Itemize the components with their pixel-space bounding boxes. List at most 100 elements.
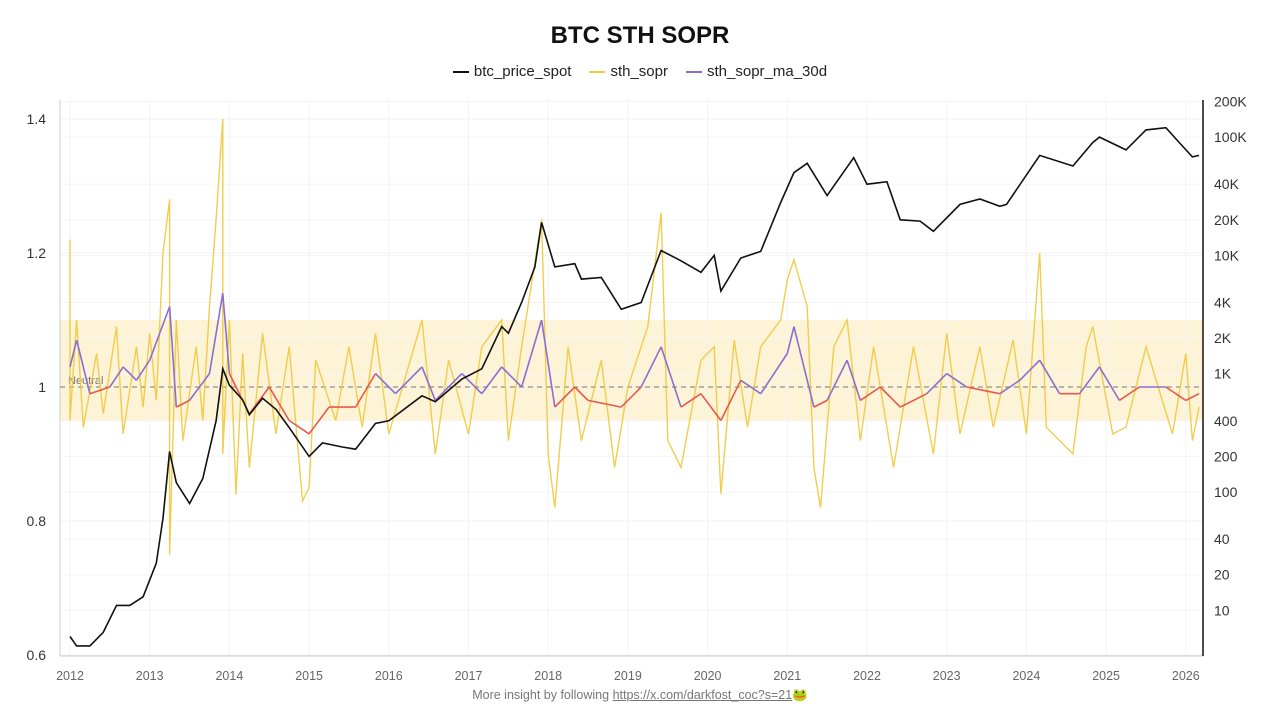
legend-label: btc_price_spot — [473, 63, 572, 80]
x-tick-label: 2013 — [136, 669, 164, 683]
footer: More insight by following https://x.com/… — [0, 688, 1280, 703]
series-sth-sopr-ma-30d-segment — [75, 339, 91, 394]
legend-label: sth_sopr — [610, 63, 668, 80]
right-tick-label: 400 — [1214, 413, 1238, 429]
series-sth-sopr-ma-30d-segment — [700, 393, 722, 421]
series-sth-sopr-ma-30d-segment — [740, 379, 762, 395]
x-tick-label: 2025 — [1092, 669, 1120, 683]
left-tick-label: 1.4 — [27, 111, 47, 127]
series-sth-sopr-ma-30d-segment — [1019, 359, 1041, 381]
series-sth-sopr-ma-30d-segment — [859, 386, 881, 402]
series-sth-sopr-ma-30d-segment — [1165, 386, 1187, 402]
series-sth-sopr-ma-30d-segment — [288, 419, 310, 435]
series-sth-sopr-ma-30d-segment — [760, 353, 788, 395]
series-sth-sopr-ma-30d-segment — [394, 366, 423, 395]
legend-swatch — [452, 70, 469, 73]
neutral-label: Neutral — [68, 375, 103, 387]
chart-title: BTC STH SOPR — [550, 22, 730, 49]
footer-link[interactable]: https://x.com/darkfost_coc?s=21 — [612, 688, 793, 702]
right-tick-label: 10 — [1214, 602, 1230, 618]
neutral-band — [60, 320, 1203, 421]
series-sth-sopr-ma-30d-segment — [1118, 386, 1140, 402]
right-tick-label: 10K — [1214, 247, 1240, 263]
series-sth-sopr-ma-30d-segment — [148, 306, 171, 361]
series-sth-sopr-ma-30d-segment — [188, 373, 211, 401]
series-sth-sopr-ma-30d-segment — [793, 326, 815, 408]
legend-item-sth-sopr[interactable]: sth_sopr — [589, 63, 668, 80]
x-tick-label: 2023 — [933, 669, 961, 683]
series-sth-sopr-ma-30d-segment — [786, 326, 795, 354]
series-sth-sopr-ma-30d-segment — [640, 346, 662, 388]
right-tick-label: 40 — [1214, 531, 1230, 547]
series-sth-sopr-ma-30d-segment — [421, 366, 437, 401]
left-tick-label: 0.6 — [27, 647, 47, 663]
right-tick-label: 1K — [1214, 366, 1232, 382]
legend: btc_price_spot sth_sopr sth_sopr_ma_30d — [0, 63, 1280, 80]
series-sth-sopr-ma-30d-segment — [268, 386, 290, 421]
x-tick-label: 2022 — [853, 669, 881, 683]
series-sth-sopr-ma-30d-segment — [966, 386, 1000, 395]
x-tick-label: 2024 — [1012, 669, 1040, 683]
right-tick-label: 4K — [1214, 294, 1232, 310]
series-sth-sopr-ma-30d-segment — [926, 373, 948, 395]
x-tick-label: 2012 — [56, 669, 84, 683]
legend-swatch — [686, 70, 702, 73]
right-tick-label: 20 — [1214, 567, 1230, 583]
right-tick-label: 200K — [1214, 93, 1247, 109]
x-tick-label: 2015 — [295, 669, 323, 683]
x-tick-label: 2026 — [1172, 669, 1200, 683]
series-sth-sopr-ma-30d-segment — [554, 386, 576, 408]
x-tick-label: 2018 — [534, 669, 562, 683]
series-sth-sopr-ma-30d-segment — [69, 339, 78, 368]
left-tick-label: 0.8 — [27, 513, 47, 529]
series-sth-sopr-ma-30d-segment — [374, 373, 397, 395]
series-sth-sopr-ma-30d-segment — [899, 392, 928, 408]
series-sth-sopr-ma-30d-segment — [813, 399, 828, 408]
series-sth-sopr-ma-30d-segment — [826, 359, 848, 401]
series-sth-sopr-ma-30d-segment — [540, 319, 556, 408]
series-sth-sopr-ma-30d-segment — [168, 306, 178, 408]
series-sth-sopr-ma-30d-segment — [308, 406, 330, 435]
series-sth-sopr — [69, 118, 1200, 555]
series-sth-sopr-ma-30d-segment — [999, 379, 1021, 395]
series-sth-sopr-ma-30d-segment — [109, 366, 124, 388]
series-sth-sopr-ma-30d-segment — [354, 373, 377, 408]
series-sth-sopr-ma-30d-segment — [175, 399, 190, 408]
x-tick-label: 2017 — [455, 669, 483, 683]
series-sth-sopr-ma-30d-segment — [208, 293, 224, 374]
legend-item-btc-price-spot[interactable]: btc_price_spot — [452, 63, 572, 80]
series-sth-sopr-ma-30d-segment — [221, 293, 231, 374]
series-sth-sopr-ma-30d-segment — [587, 399, 622, 408]
right-tick-label: 40K — [1214, 176, 1240, 192]
series-sth-sopr-ma-30d-segment — [1185, 392, 1200, 402]
right-tick-label: 100K — [1214, 129, 1247, 145]
right-tick-label: 2K — [1214, 330, 1232, 346]
series-sth-sopr-ma-30d-segment — [620, 386, 642, 408]
footer-text: More insight by following — [472, 688, 613, 702]
series-sth-sopr-ma-30d-segment — [846, 359, 862, 401]
series-sth-sopr-ma-30d-segment — [122, 366, 137, 381]
right-tick-label: 200 — [1214, 448, 1238, 464]
x-tick-label: 2021 — [773, 669, 801, 683]
right-tick-label: 20K — [1214, 212, 1240, 228]
series-sth-sopr-ma-30d-segment — [1078, 366, 1101, 395]
series-sth-sopr-ma-30d-segment — [481, 366, 503, 395]
legend-label: sth_sopr_ma_30d — [707, 63, 828, 80]
x-tick-label: 2019 — [614, 669, 642, 683]
left-tick-label: 1.2 — [27, 245, 47, 261]
series-sth-sopr-ma-30d-segment — [135, 359, 151, 381]
legend-item-sth-sopr-ma-30d[interactable]: sth_sopr_ma_30d — [686, 63, 827, 80]
series-sth-sopr-ma-30d-segment — [520, 319, 543, 388]
series-sth-sopr-ma-30d-segment — [660, 346, 682, 408]
left-tick-label: 1 — [38, 379, 46, 395]
series-btc-price-spot — [69, 126, 1200, 647]
series-sth-sopr-ma-30d-segment — [946, 372, 968, 388]
right-tick-label: 100 — [1214, 484, 1238, 500]
series-sth-sopr-ma-30d-segment — [879, 386, 901, 408]
series-sth-sopr-ma-30d-segment — [89, 386, 111, 395]
frog-emoji: 🐸 — [792, 688, 808, 702]
series-sth-sopr-ma-30d-segment — [1098, 366, 1121, 401]
series-sth-sopr-ma-30d-segment — [434, 373, 463, 401]
series-sth-sopr-ma-30d-segment — [680, 393, 702, 408]
